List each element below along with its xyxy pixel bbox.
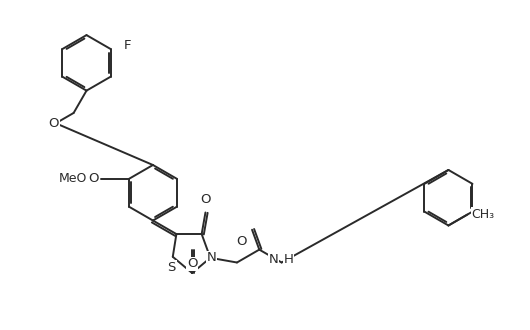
Text: O: O [49, 117, 59, 130]
Text: H: H [284, 253, 294, 266]
Text: N: N [206, 251, 216, 264]
Text: O: O [200, 192, 211, 206]
Text: CH₃: CH₃ [471, 208, 494, 221]
Text: F: F [123, 39, 131, 51]
Text: S: S [167, 261, 176, 274]
Text: O: O [88, 172, 99, 185]
Text: O: O [187, 257, 197, 270]
Text: N: N [269, 253, 279, 266]
Text: MeO: MeO [58, 172, 87, 185]
Text: O: O [236, 235, 247, 248]
